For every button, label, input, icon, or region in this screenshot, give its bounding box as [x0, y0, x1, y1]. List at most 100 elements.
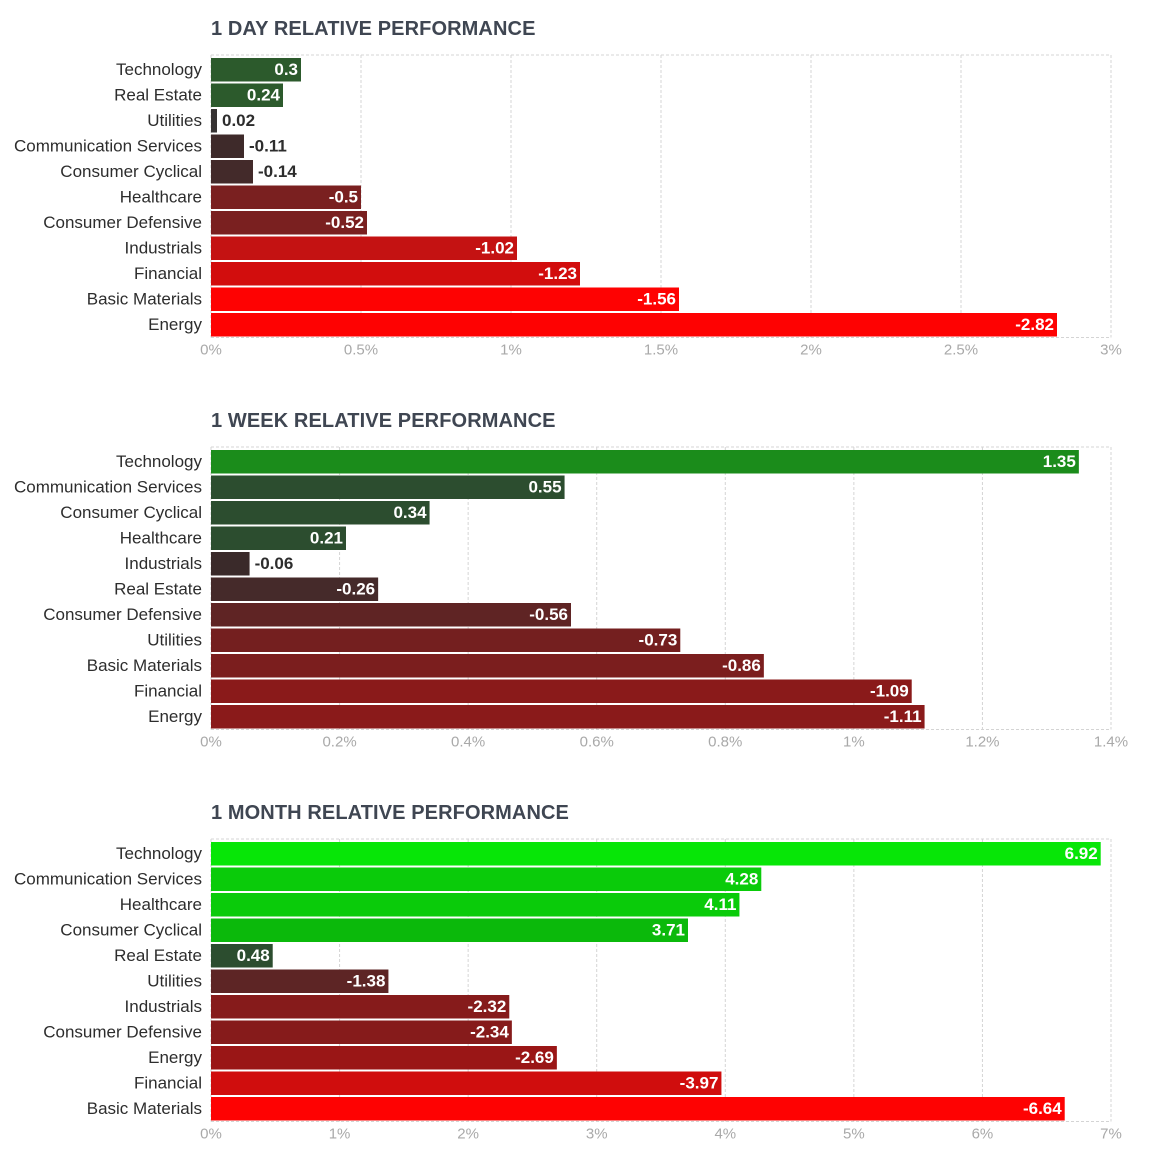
category-label: Communication Services	[14, 137, 202, 156]
data-label: 0.3	[274, 60, 298, 79]
category-label: Consumer Defensive	[43, 213, 202, 232]
x-tick-label: 1.5%	[644, 342, 678, 359]
bar-communication-services	[211, 134, 244, 158]
data-label: 0.48	[237, 946, 270, 965]
data-label: -0.11	[249, 137, 287, 156]
x-tick-label: 2%	[800, 342, 822, 359]
data-label: 3.71	[652, 921, 685, 940]
bar-financial	[211, 679, 912, 703]
bar-communication-services	[211, 867, 762, 891]
bar-energy	[211, 1046, 557, 1070]
category-label: Energy	[148, 1048, 202, 1067]
data-label: 4.28	[725, 870, 758, 889]
x-tick-label: 2%	[457, 1126, 479, 1143]
category-label: Energy	[148, 315, 202, 334]
bar-consumer-cyclical	[211, 918, 688, 942]
bar-utilities	[211, 628, 681, 652]
category-label: Consumer Defensive	[43, 1023, 202, 1042]
category-label: Consumer Cyclical	[60, 921, 202, 940]
category-label: Consumer Cyclical	[60, 503, 202, 522]
x-tick-label: 3%	[586, 1126, 608, 1143]
bar-consumer-defensive	[211, 1020, 512, 1044]
x-tick-label: 7%	[1100, 1126, 1122, 1143]
bar-basic-materials	[211, 287, 679, 311]
chart-title: 1 DAY RELATIVE PERFORMANCE	[211, 18, 536, 40]
data-label: 0.02	[222, 111, 255, 130]
x-tick-label: 0%	[200, 734, 222, 751]
data-label: -0.5	[329, 188, 358, 207]
category-label: Basic Materials	[87, 656, 202, 675]
data-label: -0.52	[325, 213, 364, 232]
category-label: Utilities	[147, 111, 202, 130]
bar-healthcare	[211, 893, 740, 917]
chart-title: 1 WEEK RELATIVE PERFORMANCE	[211, 410, 556, 432]
x-tick-label: 1%	[500, 342, 522, 359]
data-label: -1.02	[475, 239, 514, 258]
data-label: 0.21	[310, 529, 343, 548]
x-tick-label: 1%	[329, 1126, 351, 1143]
bar-basic-materials	[211, 1097, 1065, 1121]
bar-consumer-cyclical	[211, 501, 430, 525]
category-label: Financial	[134, 1074, 202, 1093]
data-label: 0.55	[528, 478, 561, 497]
bar-industrials	[211, 552, 250, 576]
data-label: -1.11	[884, 707, 922, 726]
data-label: -3.97	[680, 1074, 719, 1093]
bar-technology	[211, 58, 301, 82]
x-tick-label: 5%	[843, 1126, 865, 1143]
chart-plot: 0% 0.2% 0.4% 0.6% 0.8% 1% 1.2% 1.4% Technology 1.…	[14, 446, 1128, 751]
data-label: -1.38	[347, 972, 386, 991]
category-label: Healthcare	[120, 895, 202, 914]
category-label: Communication Services	[14, 478, 202, 497]
bar-real-estate	[211, 577, 379, 601]
bar-real-estate	[211, 83, 283, 107]
category-label: Financial	[134, 264, 202, 283]
bar-financial	[211, 1071, 722, 1095]
bar-healthcare	[211, 185, 361, 209]
category-label: Healthcare	[120, 529, 202, 548]
bar-technology	[211, 450, 1079, 474]
category-label: Consumer Cyclical	[60, 162, 202, 181]
x-tick-label: 1.4%	[1094, 734, 1128, 751]
x-tick-label: 0%	[200, 342, 222, 359]
data-label: 6.92	[1065, 844, 1098, 863]
category-label: Consumer Defensive	[43, 605, 202, 624]
data-label: -1.09	[870, 682, 909, 701]
data-label: -2.69	[515, 1048, 554, 1067]
category-label: Basic Materials	[87, 1099, 202, 1118]
data-label: 0.34	[393, 503, 427, 522]
x-tick-label: 0.4%	[451, 734, 485, 751]
data-label: -1.23	[538, 264, 577, 283]
category-label: Real Estate	[114, 580, 202, 599]
chart-title: 1 MONTH RELATIVE PERFORMANCE	[211, 802, 569, 824]
category-label: Financial	[134, 682, 202, 701]
category-label: Technology	[116, 60, 203, 79]
bar-consumer-defensive	[211, 603, 571, 627]
data-label: -0.73	[639, 631, 678, 650]
bar-financial	[211, 262, 580, 286]
category-label: Industrials	[125, 554, 202, 573]
bar-consumer-defensive	[211, 211, 367, 235]
bar-utilities	[211, 109, 217, 133]
bar-healthcare	[211, 526, 346, 550]
bar-basic-materials	[211, 654, 764, 678]
bar-real-estate	[211, 944, 273, 968]
x-tick-label: 1.2%	[965, 734, 999, 751]
category-label: Energy	[148, 707, 202, 726]
x-tick-label: 3%	[1100, 342, 1122, 359]
data-label: -0.86	[722, 656, 761, 675]
chart-plot: 0% 0.5% 1% 1.5% 2% 2.5% 3% Technology 0.3 Real Es…	[14, 54, 1122, 359]
category-label: Utilities	[147, 972, 202, 991]
x-tick-label: 0.8%	[708, 734, 742, 751]
data-label: -0.06	[255, 554, 294, 573]
data-label: -2.32	[468, 997, 507, 1016]
category-label: Technology	[116, 844, 203, 863]
bar-energy	[211, 313, 1057, 337]
category-label: Real Estate	[114, 86, 202, 105]
data-label: -6.64	[1023, 1099, 1062, 1118]
data-label: -0.14	[258, 162, 297, 181]
bar-communication-services	[211, 475, 565, 499]
data-label: -1.56	[637, 290, 676, 309]
bar-industrials	[211, 995, 510, 1019]
category-label: Real Estate	[114, 946, 202, 965]
